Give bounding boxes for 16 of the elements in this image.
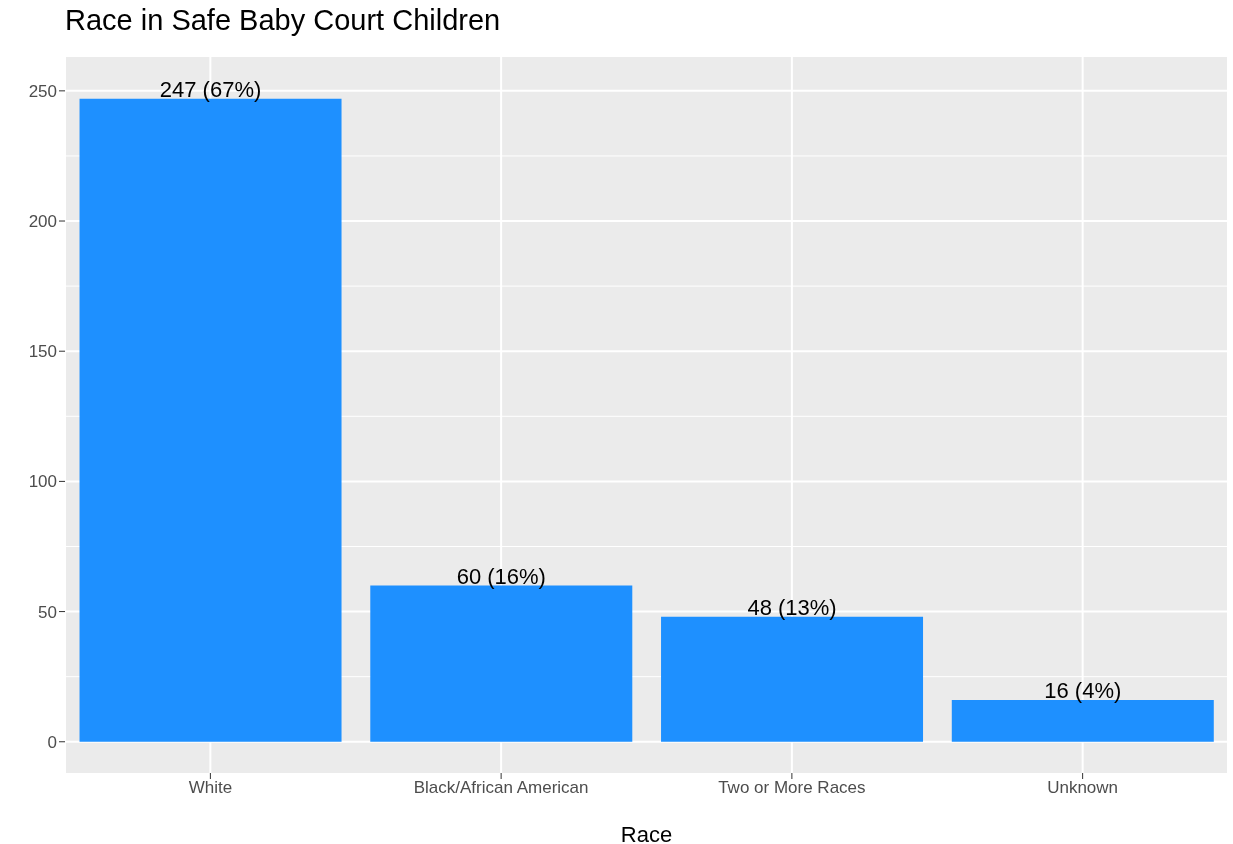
chart-title: Race in Safe Baby Court Children xyxy=(65,4,501,37)
y-tick-label: 250 xyxy=(28,81,57,101)
data-label: 247 (67%) xyxy=(159,76,262,102)
y-tick-label: 200 xyxy=(28,212,57,232)
data-label: 16 (4%) xyxy=(1044,678,1122,704)
x-tick-label: White xyxy=(188,778,233,798)
y-tick-label: 50 xyxy=(38,602,57,622)
x-tick-label: Black/African American xyxy=(413,778,589,798)
x-axis-title: Race xyxy=(620,822,673,844)
x-tick-label: Unknown xyxy=(1047,778,1119,798)
y-tick-label: 150 xyxy=(28,342,57,362)
data-label: 48 (13%) xyxy=(747,594,837,620)
data-label: 60 (16%) xyxy=(456,563,546,589)
y-tick-label: 0 xyxy=(47,732,57,752)
x-tick-label: Two or More Races xyxy=(718,778,866,798)
y-tick-label: 100 xyxy=(28,472,57,492)
